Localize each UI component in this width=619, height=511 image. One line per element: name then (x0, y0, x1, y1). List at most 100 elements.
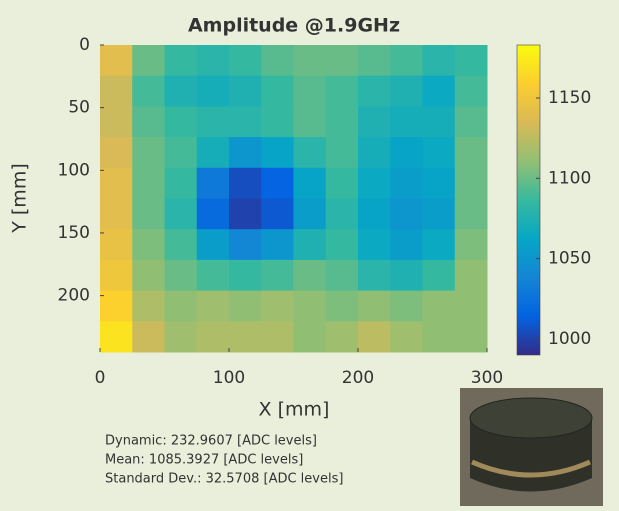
chart-title: Amplitude @1.9GHz (188, 15, 400, 37)
heatmap-cell (455, 291, 488, 322)
y-tick-label: 0 (79, 35, 90, 55)
heatmap-cell (423, 45, 456, 76)
heatmap-cell (165, 321, 198, 352)
heatmap-cell (423, 229, 456, 260)
heatmap-cell (455, 106, 488, 137)
heatmap-cell (390, 291, 423, 322)
heatmap-cell (326, 260, 359, 291)
heatmap-cell (326, 321, 359, 352)
heatmap-cell (390, 106, 423, 137)
heatmap-cell (294, 45, 327, 76)
heatmap-cell (132, 76, 165, 107)
heatmap-cell (132, 168, 165, 199)
heatmap-cell (100, 291, 133, 322)
heatmap-cell (390, 199, 423, 230)
heatmap-cell (358, 76, 391, 107)
heatmap-cell (358, 199, 391, 230)
heatmap-cell (326, 45, 359, 76)
heatmap-cell (165, 106, 198, 137)
heatmap-cell (358, 260, 391, 291)
heatmap-cell (423, 321, 456, 352)
heatmap-cell (165, 260, 198, 291)
heatmap-cell (390, 76, 423, 107)
heatmap-cell (326, 76, 359, 107)
heatmap-cell (165, 229, 198, 260)
heatmap-cell (326, 168, 359, 199)
heatmap-cell (132, 45, 165, 76)
page: Amplitude @1.9GHz X [mm] Y [mm] 01002003… (0, 0, 619, 511)
heatmap-cell (165, 168, 198, 199)
heatmap-cell (197, 76, 230, 107)
heatmap-cell (390, 260, 423, 291)
heatmap-cell (229, 291, 262, 322)
heatmap-cell (455, 76, 488, 107)
heatmap-cell (261, 321, 294, 352)
heatmap-cell (326, 229, 359, 260)
heatmap-cell (229, 106, 262, 137)
colorbar-tick-label: 1050 (548, 249, 591, 269)
heatmap-cell (390, 229, 423, 260)
heatmap-cell (455, 199, 488, 230)
y-tick-label: 50 (68, 98, 90, 118)
heatmap-cell (132, 260, 165, 291)
heatmap-cell (132, 199, 165, 230)
y-tick-label: 200 (58, 286, 90, 306)
heatmap-cell (100, 321, 133, 352)
heatmap-cell (423, 106, 456, 137)
heatmap-cell (423, 137, 456, 168)
heatmap-cell (358, 106, 391, 137)
heatmap-cell (229, 45, 262, 76)
heatmap-cell (390, 321, 423, 352)
colorbar-tick-label: 1150 (548, 88, 591, 108)
heatmap-cell (100, 260, 133, 291)
heatmap-cell (261, 137, 294, 168)
colorbar (517, 45, 540, 355)
annotation: Standard Dev.: 32.5708 [ADC levels] (105, 472, 343, 487)
heatmap-cell (358, 291, 391, 322)
heatmap-cell (261, 45, 294, 76)
x-tick-label: 100 (213, 368, 245, 388)
heatmap-cell (294, 199, 327, 230)
heatmap-cell (326, 106, 359, 137)
heatmap-cell (229, 260, 262, 291)
heatmap-cell (229, 76, 262, 107)
heatmap-cell (326, 137, 359, 168)
heatmap-cell (455, 260, 488, 291)
y-tick-label: 100 (58, 160, 90, 180)
heatmap-cell (390, 45, 423, 76)
heatmap-cell (261, 260, 294, 291)
heatmap-cell (100, 106, 133, 137)
heatmap-cell (358, 168, 391, 199)
heatmap-cell (132, 137, 165, 168)
heatmap-cell (455, 168, 488, 199)
heatmap-cell (294, 260, 327, 291)
heatmap-cell (455, 229, 488, 260)
heatmap-cell (229, 229, 262, 260)
heatmap-cell (423, 260, 456, 291)
heatmap-cell (358, 45, 391, 76)
heatmap-cell (132, 291, 165, 322)
heatmap-cell (197, 321, 230, 352)
heatmap-cell (455, 321, 488, 352)
heatmap-cell (132, 229, 165, 260)
heatmap-cell (197, 260, 230, 291)
heatmap-cell (165, 199, 198, 230)
heatmap-cell (358, 321, 391, 352)
heatmap-cell (100, 76, 133, 107)
colorbar-tick-label: 1100 (548, 168, 591, 188)
colorbar-tick-label: 1000 (548, 329, 591, 349)
heatmap-cell (197, 168, 230, 199)
heatmap-cell (229, 137, 262, 168)
heatmap-cell (100, 199, 133, 230)
heatmap-cell (197, 106, 230, 137)
heatmap-cell (294, 106, 327, 137)
heatmap-cell (423, 76, 456, 107)
annotation: Mean: 1085.3927 [ADC levels] (105, 453, 303, 468)
photo (460, 388, 603, 506)
heatmap-cell (261, 168, 294, 199)
heatmap-cell (326, 199, 359, 230)
heatmap-cell (100, 229, 133, 260)
heatmap-cell (423, 291, 456, 322)
heatmap-cell (294, 321, 327, 352)
heatmap-cell (294, 229, 327, 260)
